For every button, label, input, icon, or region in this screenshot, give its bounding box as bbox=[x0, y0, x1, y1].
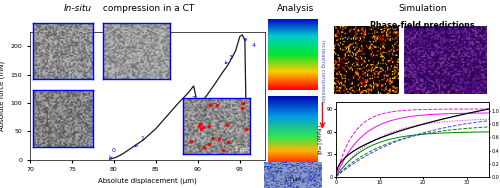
Text: Phase-field predictions: Phase-field predictions bbox=[370, 21, 475, 30]
Text: In-situ: In-situ bbox=[64, 4, 92, 13]
Text: compression in a CT: compression in a CT bbox=[100, 4, 194, 13]
X-axis label: Absolute displacement (μm): Absolute displacement (μm) bbox=[98, 178, 197, 184]
Text: 10 μm: 10 μm bbox=[284, 177, 300, 182]
Text: 4: 4 bbox=[244, 39, 256, 48]
X-axis label: $\varepsilon_{ax}$ (%): $\varepsilon_{ax}$ (%) bbox=[402, 186, 422, 188]
Y-axis label: Absolute force (mN): Absolute force (mN) bbox=[0, 61, 5, 131]
Text: 0: 0 bbox=[110, 148, 116, 159]
Y-axis label: $|\sigma_{ax}|$ (MPa): $|\sigma_{ax}|$ (MPa) bbox=[316, 124, 325, 155]
Text: Simulation: Simulation bbox=[398, 4, 447, 13]
Text: 3: 3 bbox=[225, 55, 233, 64]
Text: increasing compression: increasing compression bbox=[320, 40, 325, 103]
Text: 2 μm: 2 μm bbox=[236, 147, 248, 152]
Text: Analysis: Analysis bbox=[278, 4, 314, 13]
Text: 1: 1 bbox=[136, 136, 144, 147]
Text: 2: 2 bbox=[186, 96, 196, 105]
